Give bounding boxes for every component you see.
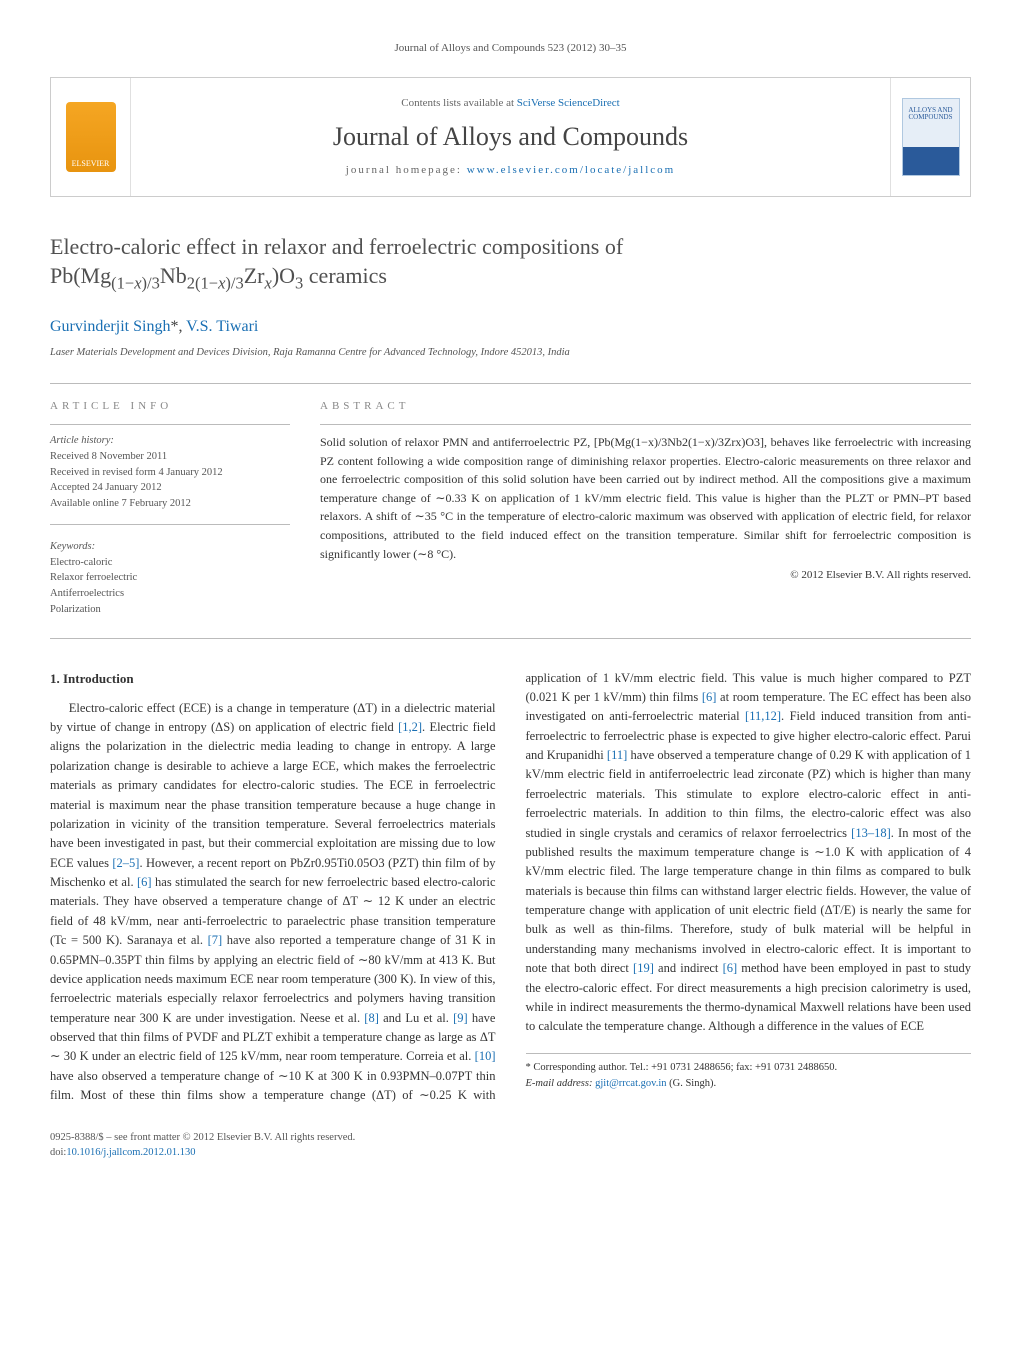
article-body: 1. Introduction Electro-caloric effect (… xyxy=(50,669,971,1106)
citation-link[interactable]: [1,2] xyxy=(398,720,422,734)
author-link[interactable]: V.S. Tiwari xyxy=(186,318,258,335)
citation-link[interactable]: [10] xyxy=(475,1049,496,1063)
section-heading: 1. Introduction xyxy=(50,669,496,689)
contents-line: Contents lists available at SciVerse Sci… xyxy=(401,95,619,112)
abstract-head: abstract xyxy=(320,398,971,415)
journal-cover-thumb: ALLOYS AND COMPOUNDS xyxy=(890,78,970,196)
doi-link[interactable]: 10.1016/j.jallcom.2012.01.130 xyxy=(66,1147,195,1158)
citation-link[interactable]: [7] xyxy=(208,933,223,947)
citation-link[interactable]: [6] xyxy=(702,690,717,704)
keyword: Antiferroelectrics xyxy=(50,586,290,602)
footer-metadata: 0925-8388/$ – see front matter © 2012 El… xyxy=(50,1130,971,1162)
citation-link[interactable]: [11] xyxy=(607,748,627,762)
author-link[interactable]: Gurvinderjit Singh xyxy=(50,318,170,335)
journal-title: Journal of Alloys and Compounds xyxy=(333,117,688,156)
citation-link[interactable]: [8] xyxy=(364,1011,379,1025)
abstract-copyright: © 2012 Elsevier B.V. All rights reserved… xyxy=(320,567,971,584)
email-link[interactable]: gjit@rrcat.gov.in xyxy=(595,1078,666,1089)
citation-link[interactable]: [6] xyxy=(137,875,152,889)
citation-link[interactable]: [19] xyxy=(633,961,654,975)
abstract-block: abstract Solid solution of relaxor PMN a… xyxy=(320,384,971,618)
citation-link[interactable]: [6] xyxy=(723,961,738,975)
keyword: Electro-caloric xyxy=(50,555,290,571)
journal-homepage: journal homepage: www.elsevier.com/locat… xyxy=(346,162,675,179)
citation-link[interactable]: [11,12] xyxy=(745,709,781,723)
keyword: Relaxor ferroelectric xyxy=(50,570,290,586)
keyword: Polarization xyxy=(50,602,290,618)
affiliation: Laser Materials Development and Devices … xyxy=(50,345,971,361)
publisher-logo: ELSEVIER xyxy=(51,78,131,196)
homepage-link[interactable]: www.elsevier.com/locate/jallcom xyxy=(467,164,676,176)
article-info-block: article info Article history: Received 8… xyxy=(50,384,290,618)
citation-link[interactable]: [13–18] xyxy=(851,826,891,840)
sciencedirect-link[interactable]: SciVerse ScienceDirect xyxy=(517,97,620,109)
corresponding-author-footnote: * Corresponding author. Tel.: +91 0731 2… xyxy=(526,1053,972,1093)
article-info-head: article info xyxy=(50,398,290,415)
citation-link[interactable]: [9] xyxy=(453,1011,468,1025)
authors: Gurvinderjit Singh*, V.S. Tiwari xyxy=(50,315,971,339)
journal-banner: ELSEVIER Contents lists available at Sci… xyxy=(50,77,971,197)
running-head: Journal of Alloys and Compounds 523 (201… xyxy=(50,40,971,57)
article-title: Electro-caloric effect in relaxor and fe… xyxy=(50,232,971,295)
keywords-head: Keywords: xyxy=(50,539,290,555)
citation-link[interactable]: [2–5] xyxy=(112,856,139,870)
abstract-text: Solid solution of relaxor PMN and antife… xyxy=(320,425,971,563)
